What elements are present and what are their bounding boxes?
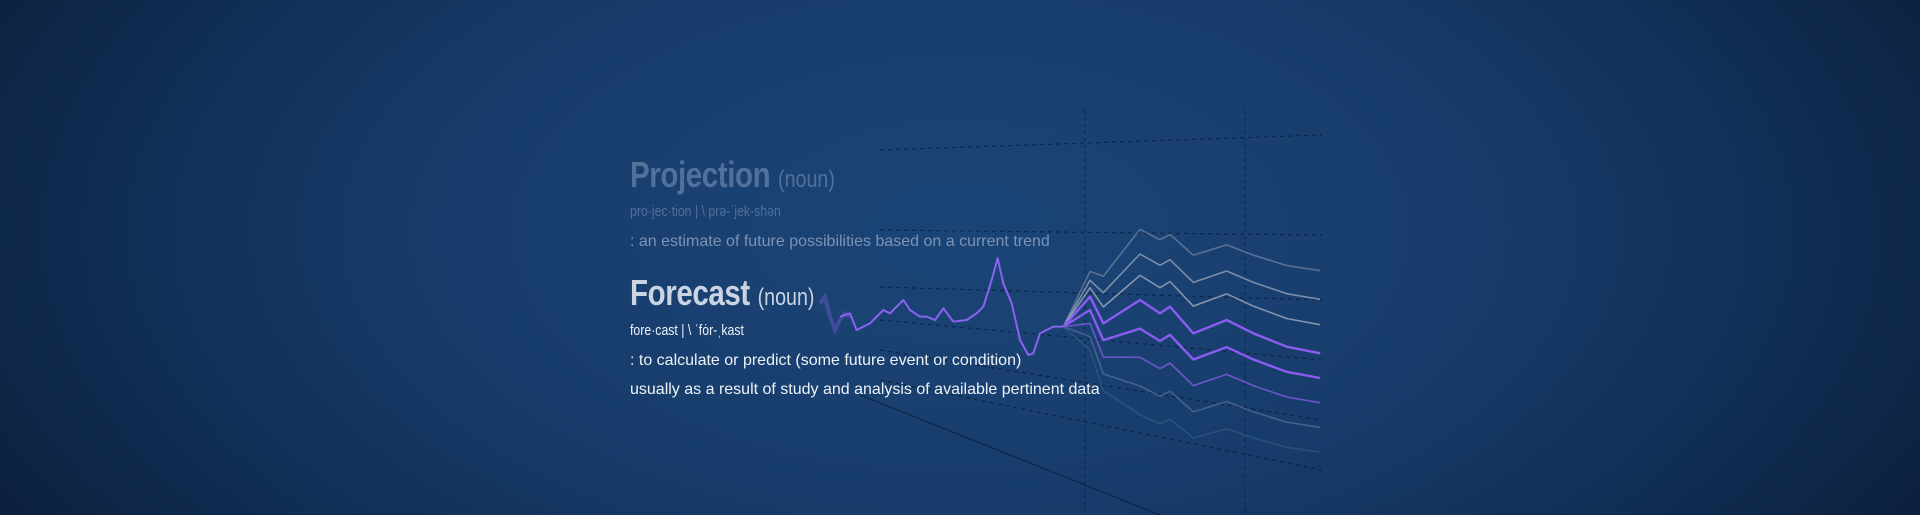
grid-line	[879, 379, 1323, 471]
forecast-line	[1063, 325, 1321, 429]
forecast-line	[1062, 295, 1321, 355]
forecast-line	[1062, 274, 1321, 328]
projection-pronunciation: pro·jec·tion | \ prə-ˈjek-shən	[630, 203, 781, 220]
forecast-definition-1: : to calculate or predict (some future e…	[630, 352, 1022, 369]
forecast-heading: Forecast (noun)	[630, 272, 814, 314]
forecast-pronunciation: fore·cast | \ ˈfȯr-ˌkast	[630, 322, 744, 339]
forecast-line	[1062, 308, 1321, 380]
forecast-line	[1062, 326, 1321, 453]
projection-heading: Projection (noun)	[630, 154, 835, 196]
forecast-word: Forecast	[630, 272, 750, 313]
grid-line	[879, 319, 1323, 361]
projection-word: Projection	[630, 154, 771, 195]
forecast-part-of-speech: (noun)	[757, 284, 815, 311]
history-line	[839, 257, 1064, 356]
history-line-faded	[818, 292, 852, 335]
projection-part-of-speech: (noun)	[778, 166, 835, 193]
grid-line	[859, 394, 1161, 515]
grid-line	[879, 229, 1323, 236]
forecast-line	[1062, 253, 1321, 328]
forecast-line	[1063, 322, 1321, 404]
grid-line	[879, 286, 1323, 301]
grid-line	[879, 134, 1323, 151]
forecast-fan-lines	[1062, 228, 1321, 453]
grid-line	[879, 349, 1323, 421]
projection-definition: : an estimate of future possibilities ba…	[630, 233, 1050, 250]
forecast-definition-2: usually as a result of study and analysi…	[630, 381, 1100, 398]
perspective-grid	[818, 110, 1323, 515]
forecast-line	[1062, 228, 1321, 328]
